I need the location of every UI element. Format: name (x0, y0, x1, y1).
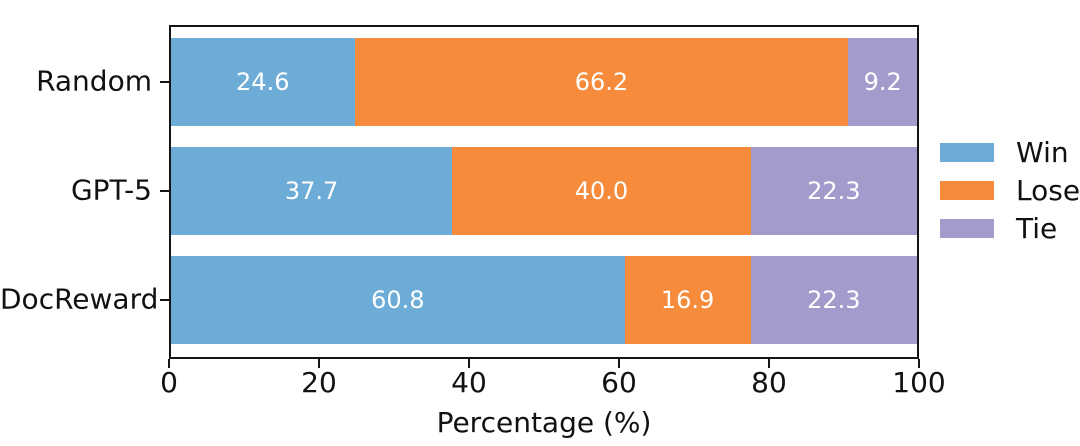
legend-swatch-win (940, 142, 994, 162)
bar-value-label: 16.9 (660, 286, 715, 314)
x-tick-label: 100 (892, 366, 946, 399)
legend-item-win: Win (940, 133, 1080, 171)
legend-item-lose: Lose (940, 171, 1080, 209)
x-tick-label: 80 (751, 366, 787, 399)
bar-segment-tie-random: 9.2 (848, 38, 917, 126)
x-tick-mark (468, 359, 470, 368)
x-axis-label: Percentage (%) (436, 406, 652, 439)
y-category-label-random: Random (36, 64, 152, 98)
x-tick-label: 0 (160, 366, 178, 399)
plot-area: 24.6 66.2 9.2 37.7 40.0 22.3 60.8 16.9 22.3 (169, 25, 919, 359)
bar-value-label: 24.6 (236, 68, 290, 96)
bar-value-label: 60.8 (371, 286, 425, 314)
bar-segment-win-gpt-5: 37.7 (171, 147, 453, 235)
bar-row-gpt-5: 37.7 40.0 22.3 (171, 147, 917, 235)
y-category-label-docreward: DocReward (0, 282, 159, 316)
y-tick-mark (160, 299, 169, 301)
bar-segment-tie-gpt-5: 22.3 (750, 147, 917, 235)
bar-segment-lose-random: 66.2 (354, 38, 849, 126)
bar-segment-tie-docreward: 22.3 (750, 256, 917, 344)
bar-segment-win-random: 24.6 (171, 38, 355, 126)
bar-value-label: 9.2 (863, 68, 902, 96)
x-tick-mark (618, 359, 620, 368)
x-tick-mark (168, 359, 170, 368)
bar-row-random: 24.6 66.2 9.2 (171, 38, 917, 126)
y-category-label-gpt-5: GPT-5 (70, 173, 152, 207)
legend-item-tie: Tie (940, 209, 1080, 247)
x-tick-label: 40 (451, 366, 487, 399)
legend-label-lose: Lose (1016, 173, 1080, 207)
y-tick-mark (160, 81, 169, 83)
legend-label-tie: Tie (1016, 211, 1058, 245)
x-tick-label: 20 (301, 366, 337, 399)
bar-row-docreward: 60.8 16.9 22.3 (171, 256, 917, 344)
bar-value-label: 40.0 (574, 177, 629, 205)
bar-segment-lose-gpt-5: 40.0 (452, 147, 751, 235)
bar-value-label: 22.3 (807, 286, 861, 314)
x-tick-label: 60 (601, 366, 637, 399)
legend-swatch-tie (940, 218, 994, 238)
legend-swatch-lose (940, 180, 994, 200)
x-tick-mark (318, 359, 320, 368)
bar-segment-win-docreward: 60.8 (171, 256, 625, 344)
x-tick-mark (768, 359, 770, 368)
legend: Win Lose Tie (940, 133, 1080, 247)
bar-value-label: 37.7 (284, 177, 339, 205)
legend-label-win: Win (1016, 135, 1069, 169)
bar-segment-lose-docreward: 16.9 (624, 256, 751, 344)
bar-value-label: 22.3 (807, 177, 861, 205)
bar-value-label: 66.2 (574, 68, 629, 96)
y-tick-mark (160, 190, 169, 192)
x-tick-mark (918, 359, 920, 368)
